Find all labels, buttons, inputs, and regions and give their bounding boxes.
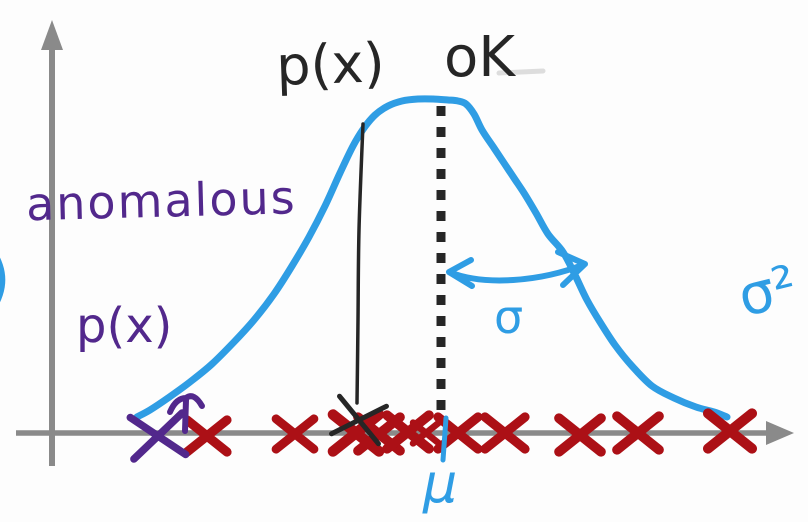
mu-tick xyxy=(440,415,449,463)
sigma-arrow xyxy=(446,249,588,289)
purple-x-mark xyxy=(126,409,190,463)
red-x-mark xyxy=(382,410,434,454)
smudge-mark xyxy=(496,68,546,76)
purple-arrow xyxy=(167,393,205,434)
x-axis-arrowhead xyxy=(766,421,794,445)
px-label-top: p(x) xyxy=(275,31,386,98)
black-x-mark xyxy=(329,393,389,447)
gaussian-curve xyxy=(133,95,731,421)
red-x-mark xyxy=(409,419,443,447)
purple-x-marks xyxy=(126,409,190,463)
axes xyxy=(16,20,794,466)
mu-label: μ xyxy=(422,452,457,515)
red-x-mark xyxy=(702,408,758,454)
red-x-mark xyxy=(271,414,319,454)
density-highlight-line xyxy=(355,122,365,405)
sigma-label: σ xyxy=(494,290,523,344)
left-edge-glyph: ) xyxy=(0,237,11,319)
anomalous-label: anomalous xyxy=(25,170,297,231)
red-x-marks xyxy=(182,408,758,457)
red-x-mark xyxy=(182,415,232,457)
y-axis-arrowhead xyxy=(41,20,63,50)
black-x-marks xyxy=(329,393,389,447)
red-x-mark xyxy=(554,413,606,457)
red-x-mark xyxy=(480,412,530,454)
red-x-mark xyxy=(612,411,664,455)
px-label-axis: p(x) xyxy=(76,298,172,354)
ok-label: oK xyxy=(444,25,516,90)
sigma-squared-label: σ² xyxy=(732,253,804,330)
